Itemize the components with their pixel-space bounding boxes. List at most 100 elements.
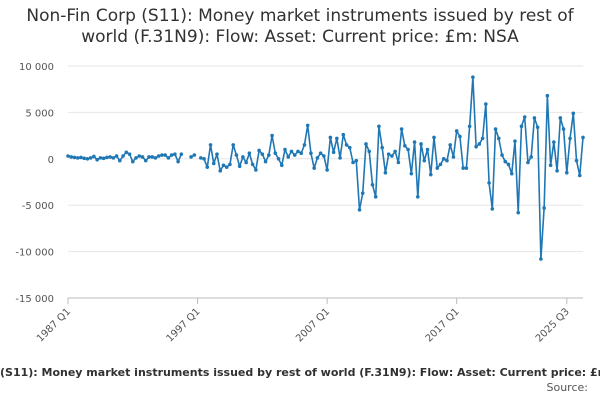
data-point[interactable] — [263, 159, 268, 164]
data-point[interactable] — [189, 155, 193, 159]
data-point[interactable] — [140, 155, 145, 159]
data-point[interactable] — [283, 147, 287, 152]
data-point[interactable] — [130, 159, 135, 164]
data-point[interactable] — [79, 155, 83, 160]
data-point[interactable] — [250, 162, 255, 167]
data-point[interactable] — [399, 127, 404, 131]
data-point[interactable] — [202, 157, 206, 161]
data-point[interactable] — [370, 182, 375, 187]
data-point[interactable] — [244, 160, 248, 165]
data-point[interactable] — [296, 149, 300, 154]
data-point[interactable] — [143, 158, 148, 163]
data-point[interactable] — [247, 151, 252, 156]
data-point[interactable] — [542, 206, 546, 210]
data-point[interactable] — [396, 160, 401, 165]
data-point[interactable] — [179, 152, 184, 156]
data-point[interactable] — [338, 156, 342, 160]
data-point[interactable] — [552, 140, 556, 144]
data-point[interactable] — [509, 171, 514, 176]
data-point[interactable] — [72, 155, 77, 160]
data-point[interactable] — [344, 143, 349, 147]
data-point[interactable] — [150, 155, 155, 159]
data-point[interactable] — [406, 147, 410, 152]
data-point[interactable] — [364, 142, 368, 146]
data-point[interactable] — [192, 153, 197, 157]
data-point[interactable] — [577, 173, 582, 178]
data-point[interactable] — [302, 143, 307, 147]
data-point[interactable] — [506, 162, 511, 167]
data-point[interactable] — [558, 116, 563, 120]
data-point[interactable] — [315, 156, 320, 160]
data-point[interactable] — [118, 158, 122, 163]
data-point[interactable] — [163, 153, 167, 157]
data-point[interactable] — [331, 150, 336, 155]
data-point[interactable] — [445, 158, 449, 163]
data-point[interactable] — [75, 156, 80, 160]
data-point[interactable] — [299, 151, 304, 156]
data-point[interactable] — [160, 153, 164, 157]
data-point[interactable] — [377, 124, 381, 129]
data-point[interactable] — [545, 93, 550, 98]
data-point[interactable] — [441, 157, 446, 161]
data-point[interactable] — [312, 166, 316, 170]
data-point[interactable] — [273, 151, 278, 156]
data-point[interactable] — [526, 160, 530, 165]
data-point[interactable] — [438, 162, 443, 167]
data-point[interactable] — [66, 154, 70, 158]
data-point[interactable] — [357, 208, 362, 212]
data-point[interactable] — [228, 162, 232, 167]
data-point[interactable] — [127, 152, 132, 156]
data-point[interactable] — [341, 132, 346, 137]
data-point[interactable] — [147, 155, 151, 159]
data-point[interactable] — [137, 154, 142, 158]
data-point[interactable] — [412, 140, 417, 144]
data-point[interactable] — [328, 135, 333, 140]
data-point[interactable] — [286, 155, 291, 159]
data-point[interactable] — [480, 136, 485, 141]
data-point[interactable] — [490, 207, 495, 211]
data-point[interactable] — [373, 195, 378, 199]
data-point[interactable] — [98, 156, 103, 160]
data-point[interactable] — [474, 144, 478, 149]
data-point[interactable] — [522, 115, 527, 119]
data-point[interactable] — [305, 123, 310, 128]
data-point[interactable] — [215, 152, 219, 156]
data-point[interactable] — [289, 149, 294, 154]
data-point[interactable] — [516, 210, 521, 215]
data-point[interactable] — [166, 156, 171, 160]
data-point[interactable] — [393, 149, 397, 154]
data-point[interactable] — [548, 163, 553, 168]
data-point[interactable] — [156, 154, 161, 158]
data-point[interactable] — [231, 143, 235, 147]
data-point[interactable] — [539, 257, 543, 261]
data-point[interactable] — [574, 158, 579, 163]
data-point[interactable] — [257, 148, 261, 153]
data-point[interactable] — [380, 145, 384, 150]
data-point[interactable] — [92, 154, 96, 159]
data-point[interactable] — [487, 181, 491, 185]
data-point[interactable] — [111, 156, 116, 160]
data-point[interactable] — [134, 156, 138, 160]
data-point[interactable] — [454, 129, 459, 133]
data-point[interactable] — [529, 155, 533, 159]
data-point[interactable] — [461, 166, 465, 170]
data-point[interactable] — [432, 135, 436, 140]
data-point[interactable] — [513, 139, 517, 143]
data-point[interactable] — [535, 125, 540, 130]
data-point[interactable] — [218, 169, 223, 173]
data-point[interactable] — [367, 149, 372, 154]
data-point[interactable] — [114, 154, 119, 158]
data-point[interactable] — [354, 158, 359, 163]
data-point[interactable] — [85, 157, 90, 161]
data-point[interactable] — [581, 135, 585, 140]
data-point[interactable] — [386, 152, 391, 156]
data-point[interactable] — [279, 163, 284, 168]
data-point[interactable] — [503, 159, 508, 164]
data-point[interactable] — [95, 157, 99, 162]
data-point[interactable] — [403, 144, 407, 148]
data-point[interactable] — [390, 154, 394, 158]
data-point[interactable] — [241, 155, 245, 159]
data-point[interactable] — [82, 156, 86, 161]
data-point[interactable] — [416, 195, 420, 199]
data-point[interactable] — [176, 159, 180, 164]
